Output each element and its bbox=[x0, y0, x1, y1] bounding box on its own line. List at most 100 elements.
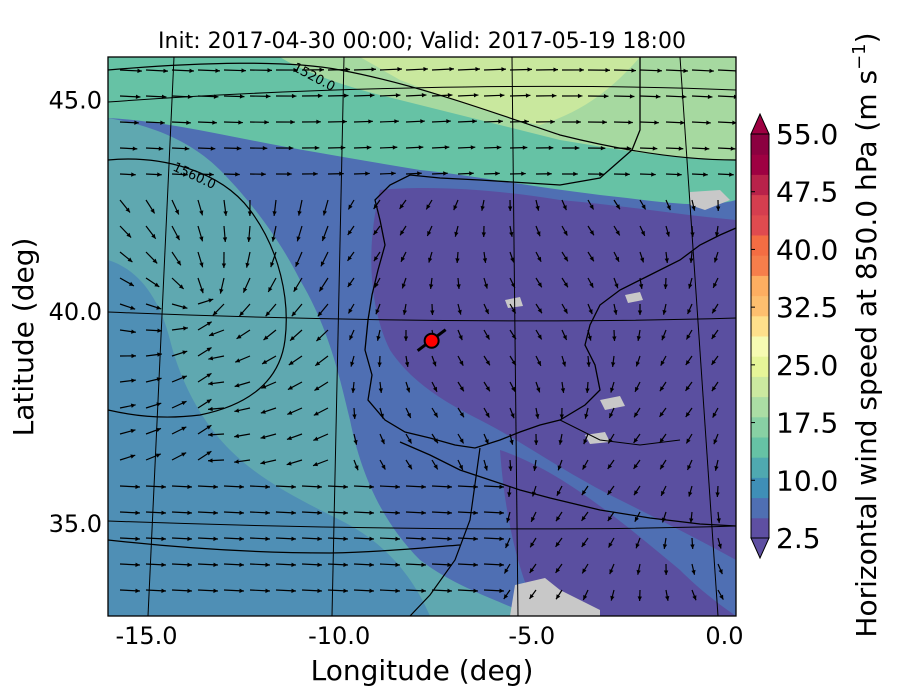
wind-arrow-head bbox=[456, 284, 461, 289]
wind-arrow-head bbox=[483, 465, 488, 471]
graticule-lon-minus10 bbox=[331, 57, 345, 616]
colorbar-swatch bbox=[751, 376, 769, 398]
colorbar-swatch bbox=[751, 396, 769, 418]
location-marker-dot bbox=[423, 332, 440, 349]
wind-arrow-head bbox=[714, 465, 719, 471]
wind-arrow-head bbox=[687, 309, 692, 315]
wind-arrow-head bbox=[347, 255, 352, 261]
wind-arrow-head bbox=[713, 282, 718, 288]
wind-arrow-head bbox=[609, 412, 614, 418]
wind-arrow-head bbox=[208, 406, 213, 412]
wind-arrow-head bbox=[181, 452, 187, 457]
wind-arrow-head bbox=[639, 257, 645, 263]
wind-arrow-head bbox=[407, 464, 412, 470]
wind-arrow-head bbox=[432, 361, 437, 367]
wind-arrow-head bbox=[181, 401, 187, 406]
wind-arrow-head bbox=[447, 536, 452, 541]
coastline-africa-west bbox=[409, 447, 481, 616]
colorbar-swatch bbox=[751, 356, 769, 377]
wind-arrow-head bbox=[535, 205, 540, 211]
wind-arrow-head bbox=[588, 309, 593, 315]
wind-arrow-head bbox=[286, 461, 292, 466]
wind-arrow-head bbox=[319, 286, 324, 292]
wind-region-strongest bbox=[360, 57, 640, 125]
colorbar-tick-label: 17.5 bbox=[776, 407, 838, 440]
wind-arrow-head bbox=[655, 94, 661, 99]
wind-arrow-head bbox=[421, 93, 427, 98]
wind-arrow-head bbox=[638, 284, 644, 289]
wind-arrow-head bbox=[485, 334, 490, 340]
x-tick-label: 0.0 bbox=[705, 622, 743, 650]
wind-arrow-head bbox=[156, 427, 162, 433]
wind-arrow-head bbox=[135, 562, 140, 567]
wind-arrow-head bbox=[692, 595, 697, 601]
wind-arrow-head bbox=[401, 256, 405, 262]
wind-arrow-head bbox=[291, 311, 297, 317]
wind-arrow-head bbox=[563, 256, 568, 262]
wind-arrow-head bbox=[547, 171, 552, 176]
wind-arrow-head bbox=[447, 562, 452, 567]
wind-arrow-head bbox=[222, 237, 228, 242]
wind-arrow-head bbox=[615, 230, 620, 236]
wind-arrow-head bbox=[499, 536, 504, 541]
wind-arrow-head bbox=[459, 412, 464, 418]
wind-arrow-head bbox=[475, 67, 480, 72]
wind-arrow-head bbox=[510, 413, 515, 419]
wind-arrow-head bbox=[433, 412, 438, 418]
colorbar-swatch bbox=[751, 457, 769, 478]
wind-arrow-head bbox=[636, 569, 641, 575]
wind-arrow-head bbox=[689, 518, 694, 523]
wind-arrow-head bbox=[313, 411, 319, 416]
wind-arrow-head bbox=[689, 258, 694, 263]
wind-arrow-head bbox=[135, 94, 141, 99]
wind-arrow-head bbox=[131, 353, 136, 359]
wind-arrow-head bbox=[634, 412, 639, 418]
wind-arrow-head bbox=[732, 120, 736, 125]
wind-arrow-head bbox=[421, 562, 426, 567]
wind-arrow-head bbox=[532, 466, 538, 471]
colorbar-swatch bbox=[751, 214, 769, 236]
wind-arrow-head bbox=[563, 230, 568, 236]
wind-arrow-head bbox=[187, 588, 192, 593]
wind-arrow-head bbox=[454, 231, 459, 237]
wind-arrow-head bbox=[291, 588, 296, 593]
wind-arrow-head bbox=[690, 232, 695, 237]
wind-arrow-head bbox=[235, 358, 241, 363]
y-tick-label: 40.0 bbox=[49, 298, 102, 326]
wind-arrow-head bbox=[313, 171, 318, 177]
wind-arrow-head bbox=[443, 171, 448, 176]
wind-arrow-head bbox=[350, 361, 355, 367]
wind-arrow-head bbox=[187, 536, 192, 541]
wind-arrow-head bbox=[613, 309, 618, 315]
wind-arrow-head bbox=[265, 510, 270, 515]
wind-arrow-head bbox=[152, 258, 158, 264]
wind-arrow-head bbox=[637, 310, 643, 315]
wind-arrow-head bbox=[712, 412, 717, 418]
wind-arrow-head bbox=[636, 336, 642, 341]
wind-arrow-head bbox=[212, 120, 217, 125]
wind-arrow-head bbox=[577, 93, 583, 99]
wind-arrow-head bbox=[625, 172, 630, 177]
wind-arrow-head bbox=[270, 262, 275, 268]
wind-arrow-head bbox=[589, 256, 594, 262]
wind-arrow-head bbox=[421, 536, 426, 541]
wind-arrow-head bbox=[521, 171, 526, 176]
wind-arrow-head bbox=[402, 310, 408, 315]
wind-arrow-head bbox=[711, 386, 717, 392]
wind-arrow-head bbox=[353, 439, 358, 445]
wind-arrow-head bbox=[457, 309, 462, 315]
wind-arrow-head bbox=[130, 428, 136, 434]
wind-arrow-head bbox=[271, 236, 276, 242]
wind-arrow-head bbox=[582, 464, 587, 470]
graticule-lat-40 bbox=[108, 311, 736, 322]
wind-arrow-head bbox=[531, 491, 537, 497]
wind-arrow-head bbox=[288, 145, 294, 151]
wind-arrow-head bbox=[433, 464, 438, 470]
wind-arrow-head bbox=[369, 93, 375, 98]
wind-arrow-head bbox=[208, 432, 213, 437]
wind-arrow-head bbox=[161, 510, 166, 515]
wind-arrow-head bbox=[690, 544, 695, 549]
wind-arrow-head bbox=[473, 93, 479, 98]
wind-arrow-head bbox=[665, 231, 670, 237]
wind-arrow-head bbox=[322, 210, 327, 216]
